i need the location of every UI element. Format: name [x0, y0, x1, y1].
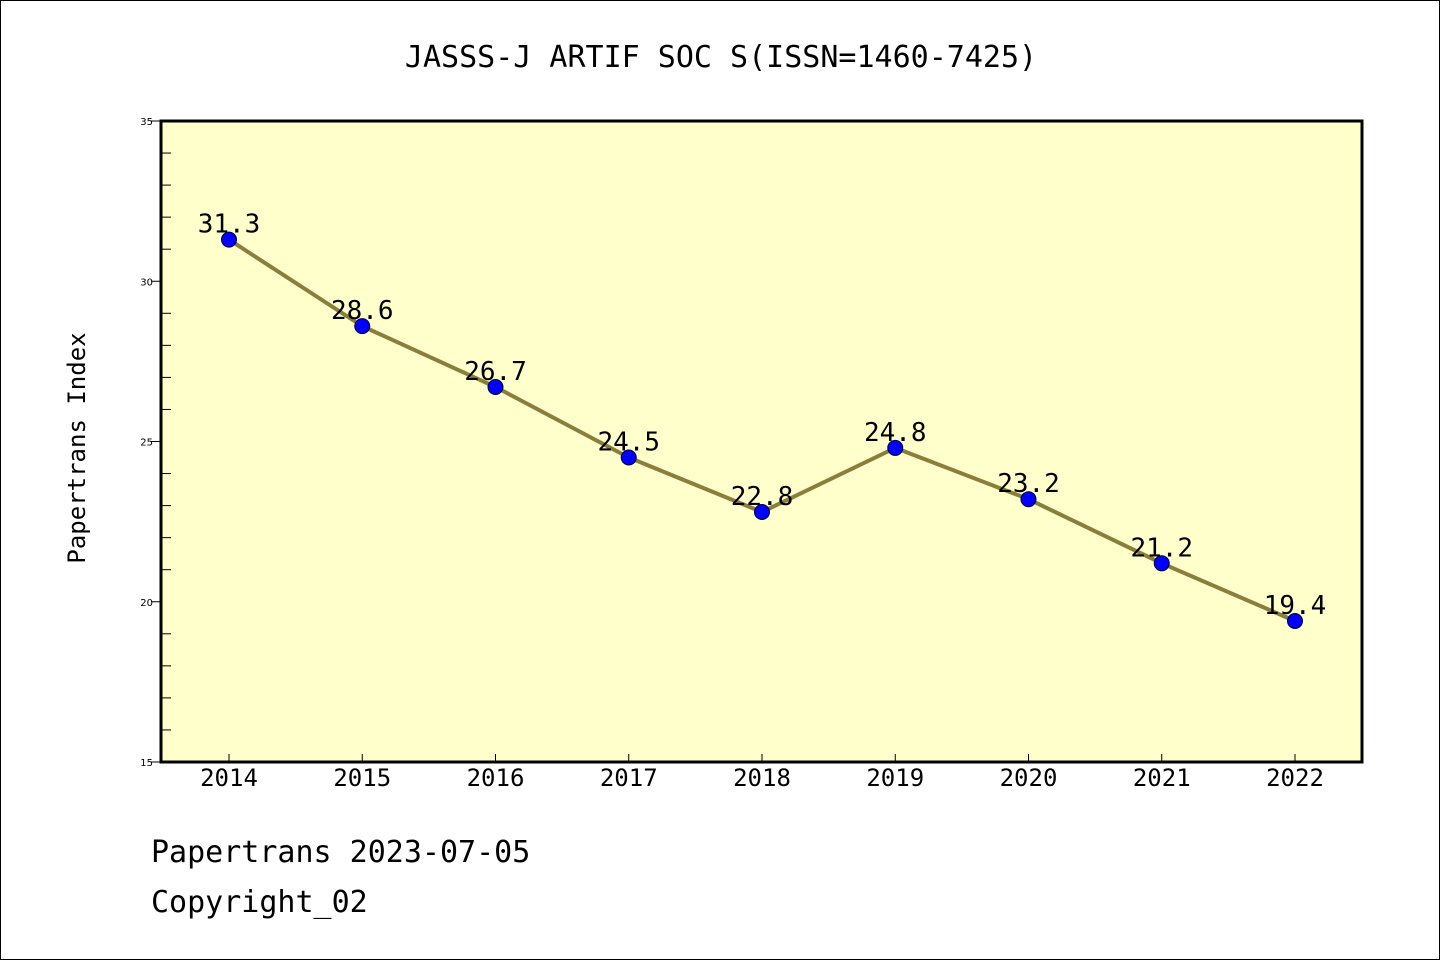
y-tick-label: 30: [140, 277, 153, 288]
data-label: 24.8: [864, 418, 927, 448]
data-label: 26.7: [464, 357, 527, 387]
x-tick-label: 2021: [1133, 764, 1191, 792]
y-tick-label: 35: [140, 117, 153, 128]
data-label: 19.4: [1264, 591, 1327, 621]
y-axis-label: Papertrans Index: [63, 332, 91, 563]
data-label: 31.3: [198, 210, 261, 240]
x-tick-label: 2019: [866, 764, 924, 792]
plot-area: [161, 121, 1362, 762]
data-label: 21.2: [1130, 533, 1193, 563]
x-tick-label: 2020: [1000, 764, 1058, 792]
x-tick-label: 2017: [600, 764, 658, 792]
chart-title: JASSS-J ARTIF SOC S(ISSN=1460-7425): [405, 40, 1037, 75]
y-tick-label: 20: [140, 598, 153, 609]
data-label: 24.5: [597, 428, 660, 458]
data-label: 28.6: [331, 296, 394, 326]
x-tick-label: 2016: [467, 764, 525, 792]
chart-frame: JASSS-J ARTIF SOC S(ISSN=1460-7425) 15 20…: [0, 0, 1440, 960]
y-tick-label: 15: [140, 758, 153, 769]
line-chart: JASSS-J ARTIF SOC S(ISSN=1460-7425) 15 20…: [1, 1, 1440, 961]
footer-copyright: Copyright_02: [151, 885, 368, 920]
footer-date: Papertrans 2023-07-05: [151, 835, 530, 870]
data-label: 22.8: [731, 482, 794, 512]
x-tick-label: 2022: [1266, 764, 1324, 792]
x-tick-label: 2018: [733, 764, 791, 792]
x-tick-label: 2015: [333, 764, 391, 792]
data-label: 23.2: [997, 469, 1060, 499]
x-tick-label: 2014: [200, 764, 258, 792]
y-tick-label: 25: [140, 438, 153, 449]
